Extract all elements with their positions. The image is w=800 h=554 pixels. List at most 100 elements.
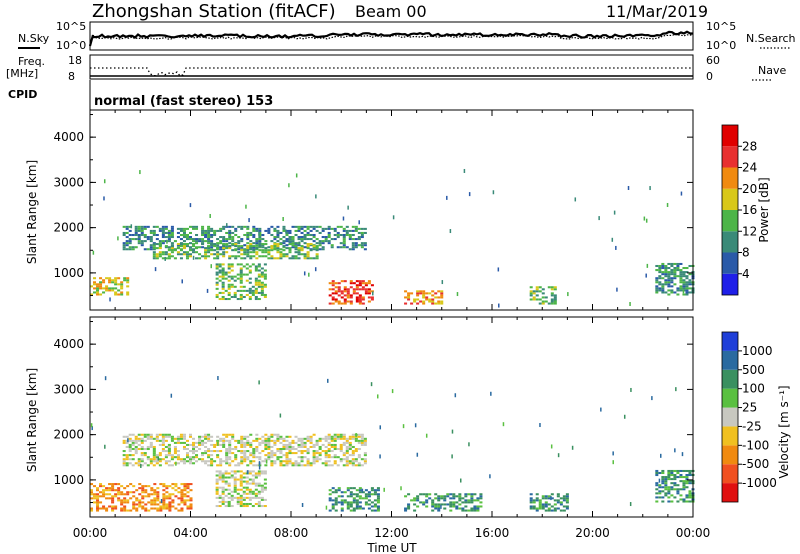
heatmap-cell xyxy=(158,253,162,256)
heatmap-cell xyxy=(565,505,569,508)
heatmap-cell xyxy=(192,245,196,248)
heatmap-cell xyxy=(152,460,156,463)
heatmap-cell xyxy=(149,441,153,444)
heatmap-cell xyxy=(309,225,313,228)
heatmap-cell xyxy=(233,482,237,485)
heatmap-cell xyxy=(192,441,196,444)
heatmap-cell xyxy=(227,472,231,475)
heatmap-cell xyxy=(258,464,262,467)
heatmap-cell xyxy=(125,242,129,245)
heatmap-cell xyxy=(120,509,124,512)
heatmap-cell xyxy=(183,489,187,492)
heatmap-cell xyxy=(185,452,189,455)
heatmap-cell xyxy=(213,460,217,463)
heatmap-cell xyxy=(440,302,444,305)
heatmap-cell xyxy=(345,437,349,440)
heatmap-cell xyxy=(342,437,346,440)
heatmap-cell xyxy=(334,509,338,512)
heatmap-cell xyxy=(354,439,358,442)
heatmap-cell xyxy=(294,229,298,232)
heatmap-cell xyxy=(464,509,468,512)
heatmap-cell xyxy=(547,286,551,289)
heatmap-cell xyxy=(224,480,228,483)
heatmap-cell xyxy=(210,454,214,457)
heatmap-cell xyxy=(239,488,243,491)
heatmap-cell xyxy=(315,249,319,252)
heatmap-cell xyxy=(449,503,453,506)
heatmap-cell xyxy=(300,253,304,256)
heatmap-cell xyxy=(476,505,480,508)
heatmap-cell xyxy=(192,255,195,260)
heatmap-cell xyxy=(327,236,331,239)
heatmap-cell xyxy=(342,240,346,243)
heatmap-cell xyxy=(342,246,346,249)
heatmap-cell xyxy=(547,495,551,498)
heatmap-cell xyxy=(291,255,295,258)
heatmap-cell xyxy=(173,452,177,455)
heatmap-cell xyxy=(140,454,144,457)
heatmap-cell xyxy=(667,271,671,274)
heatmap-cell xyxy=(251,470,255,473)
heatmap-cell xyxy=(347,205,349,210)
heatmap-cell xyxy=(270,454,274,457)
heatmap-cell xyxy=(328,302,332,305)
heatmap-cell xyxy=(321,450,325,453)
heatmap-cell xyxy=(276,251,280,254)
heatmap-cell xyxy=(361,491,365,494)
heatmap-cell xyxy=(300,439,304,442)
heatmap-cell xyxy=(162,501,166,504)
heatmap-cell xyxy=(164,433,168,436)
heatmap-cell xyxy=(661,287,665,290)
heatmap-cell xyxy=(201,454,205,457)
heatmap-cell xyxy=(167,233,171,237)
heatmap-cell xyxy=(168,493,172,496)
y-tick-label: 3000 xyxy=(53,175,84,189)
power-heatmap xyxy=(90,168,695,308)
heatmap-cell xyxy=(164,460,168,463)
heatmap-cell xyxy=(185,460,189,463)
heatmap-cell xyxy=(360,464,364,467)
heatmap-cell xyxy=(294,462,298,465)
heatmap-cell xyxy=(360,236,364,239)
heatmap-cell xyxy=(291,452,295,455)
heatmap-cell xyxy=(407,505,411,508)
heatmap-cell xyxy=(282,227,286,230)
heatmap-cell xyxy=(222,251,226,254)
heatmap-cell xyxy=(348,445,352,448)
heatmap-cell xyxy=(422,503,426,506)
heatmap-cell xyxy=(213,253,217,256)
heatmap-cell xyxy=(254,298,258,301)
heatmap-cell xyxy=(667,469,671,472)
noise-axis-top-left: 10^5 xyxy=(56,20,86,33)
heatmap-cell xyxy=(237,245,241,248)
heatmap-cell xyxy=(547,302,551,305)
heatmap-cell xyxy=(550,509,554,512)
colorbar-segment xyxy=(722,350,738,370)
heatmap-cell xyxy=(162,489,166,492)
heatmap-cell xyxy=(103,196,105,201)
heatmap-cell xyxy=(248,287,252,290)
heatmap-cell xyxy=(324,437,328,440)
heatmap-cell xyxy=(407,503,411,506)
heatmap-cell xyxy=(363,439,367,442)
heatmap-cell xyxy=(126,499,130,502)
heatmap-cell xyxy=(676,264,680,268)
heatmap-cell xyxy=(352,509,356,512)
heatmap-cell xyxy=(255,257,259,260)
heatmap-cell xyxy=(188,458,193,461)
heatmap-cell xyxy=(342,452,346,455)
heatmap-cell xyxy=(434,497,438,500)
heatmap-cell xyxy=(682,287,686,290)
heatmap-cell xyxy=(195,238,199,241)
heatmap-cell xyxy=(164,257,168,260)
heatmap-cell xyxy=(267,454,271,457)
heatmap-cell xyxy=(201,240,205,243)
heatmap-cell xyxy=(224,273,228,276)
heatmap-cell xyxy=(239,281,243,284)
heatmap-cell xyxy=(176,437,180,440)
heatmap-cell xyxy=(331,503,335,506)
heatmap-cell xyxy=(306,225,310,228)
heatmap-cell xyxy=(207,251,211,254)
heatmap-cell xyxy=(363,441,367,444)
heatmap-cell xyxy=(207,240,211,243)
